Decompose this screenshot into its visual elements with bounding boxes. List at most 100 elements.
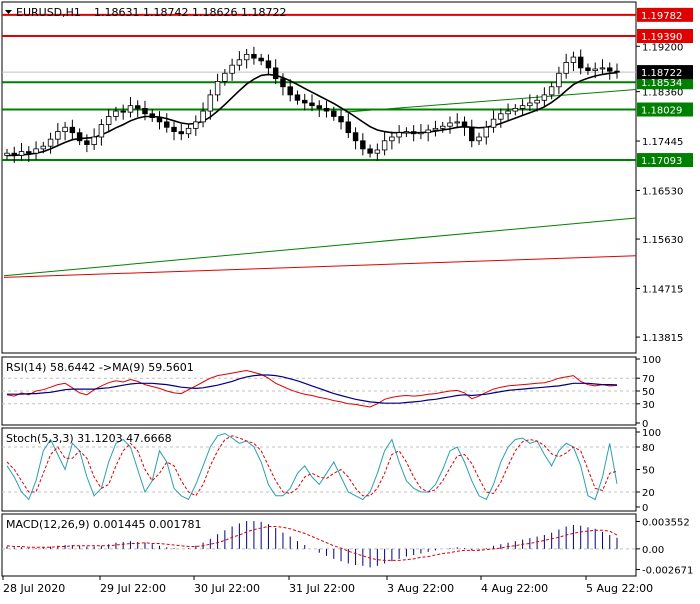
rsi-tick-label: 30	[642, 400, 655, 411]
candle-bear	[294, 94, 301, 101]
resistance-price-label: 1.19782	[641, 11, 682, 22]
candle-bear	[607, 67, 613, 72]
candle-bear	[614, 70, 620, 73]
candle-bear	[120, 110, 126, 113]
time-axis: 28 Jul 2020 29 Jul 22:00 30 Jul 22:00 31 Ju…	[2, 576, 653, 595]
stoch-tick-label: 0	[642, 503, 648, 514]
candle-bull	[91, 136, 97, 145]
candle-bear	[345, 121, 352, 134]
candle-bear	[164, 121, 170, 128]
candle-bear	[258, 57, 264, 62]
candle-bull	[4, 152, 10, 156]
stoch-tick-label: 50	[642, 466, 655, 477]
candle-bear	[316, 105, 322, 109]
trendline-red	[3, 255, 637, 278]
candle-bull	[374, 149, 381, 154]
candle-bull	[229, 64, 235, 74]
candle-bull	[447, 122, 453, 127]
time-tick-label: 4 Aug 22:00	[481, 582, 548, 595]
ohlc-low: 1.18626	[192, 6, 238, 19]
candle-bear	[69, 126, 76, 134]
candle-bull	[193, 121, 199, 129]
price-tick-label: 1.18360	[642, 88, 683, 99]
candle-bull	[40, 145, 47, 150]
rsi-panel[interactable]: 100 70 50 30 0	[2, 355, 661, 430]
candle-bull	[214, 80, 221, 96]
candle-bear	[272, 67, 279, 80]
candle-bear	[11, 152, 17, 156]
candle-bull	[432, 127, 439, 131]
support-price-label: 1.18534	[641, 78, 682, 89]
candle-bear	[76, 132, 83, 142]
chart-header: EURUSD,H1 1.18631 1.18742 1.18626 1.1872…	[5, 6, 287, 19]
stoch-tick-label: 100	[642, 428, 661, 439]
candle-bull	[556, 72, 562, 88]
candle-bear	[323, 107, 330, 112]
candle-bull	[396, 132, 402, 138]
price-tick-label: 1.17445	[642, 137, 683, 148]
rsi-ma-line	[7, 374, 618, 404]
candle-bull	[483, 126, 490, 138]
stoch-main-line	[6, 432, 618, 501]
candle-bull	[243, 53, 250, 61]
stoch-title: Stoch(5,3,3) 31.1203 47.6668	[6, 432, 172, 445]
stochastic-panel[interactable]: 100 80 50 20 0	[2, 428, 661, 514]
candle-bull	[498, 113, 504, 120]
candle-bear	[265, 60, 272, 69]
candle-bull	[527, 102, 533, 107]
rsi-tick-label: 100	[642, 355, 661, 366]
price-panel-frame	[1, 1, 637, 354]
trendline-green	[3, 217, 637, 277]
time-tick-label: 31 Jul 22:00	[289, 582, 355, 595]
support-price-tag	[637, 153, 693, 168]
candle-bull	[570, 56, 577, 63]
candle-bull	[222, 72, 228, 82]
ohlc-close: 1.18722	[241, 6, 287, 19]
macd-title: MACD(12,26,9) 0.001445 0.001781	[6, 518, 202, 531]
candle-bull	[490, 118, 497, 128]
candle-bear	[360, 140, 366, 150]
candle-bear	[331, 110, 337, 117]
candle-bull	[200, 110, 206, 123]
stoch-tick-label: 80	[642, 443, 655, 454]
time-tick-label: 30 Jul 22:00	[194, 582, 260, 595]
time-tick-label: 5 Aug 22:00	[586, 582, 653, 595]
resistance-price-label: 1.19390	[641, 32, 682, 43]
candle-bull	[534, 99, 540, 104]
candle-bear	[577, 56, 584, 69]
candle-bear	[302, 99, 308, 104]
candle-bull	[113, 110, 119, 117]
stoch-tick-label: 20	[642, 488, 655, 499]
price-panel[interactable]: 1.19200 1.18360 1.17445 1.16530 1.15630 1.147…	[2, 7, 693, 344]
candle-bear	[178, 131, 185, 135]
candle-bull	[548, 86, 555, 96]
candle-bull	[519, 105, 526, 109]
rsi-title: RSI(14) 58.6442 ->MA(9) 59.5601	[6, 361, 194, 374]
moving-average-line	[7, 71, 618, 157]
macd-panel[interactable]: 0.003552 0.00 -0.002671	[2, 517, 693, 576]
candle-bull	[541, 94, 548, 101]
candle-bull	[127, 105, 134, 113]
stoch-signal-line	[6, 435, 618, 497]
candle-bull	[439, 125, 446, 129]
support-price-label: 1.17093	[641, 156, 682, 167]
candle-bull	[418, 132, 424, 135]
dropdown-arrow-icon[interactable]	[5, 10, 12, 14]
candle-bear	[352, 132, 359, 142]
rsi-tick-label: 50	[642, 387, 655, 398]
price-tick-label: 1.16530	[642, 186, 683, 197]
time-tick-label: 3 Aug 22:00	[387, 582, 454, 595]
price-tick-label: 1.14715	[642, 284, 683, 295]
macd-tick-label: 0.003552	[642, 517, 690, 528]
candle-bear	[367, 148, 373, 154]
candle-bear	[251, 53, 257, 59]
candle-bull	[389, 136, 395, 142]
candle-bear	[156, 117, 163, 123]
macd-tick-label: 0.00	[642, 545, 664, 556]
candle-bull	[98, 124, 105, 138]
candle-bull	[236, 59, 243, 66]
candle-bull	[33, 148, 39, 154]
candle-bear	[287, 86, 293, 96]
